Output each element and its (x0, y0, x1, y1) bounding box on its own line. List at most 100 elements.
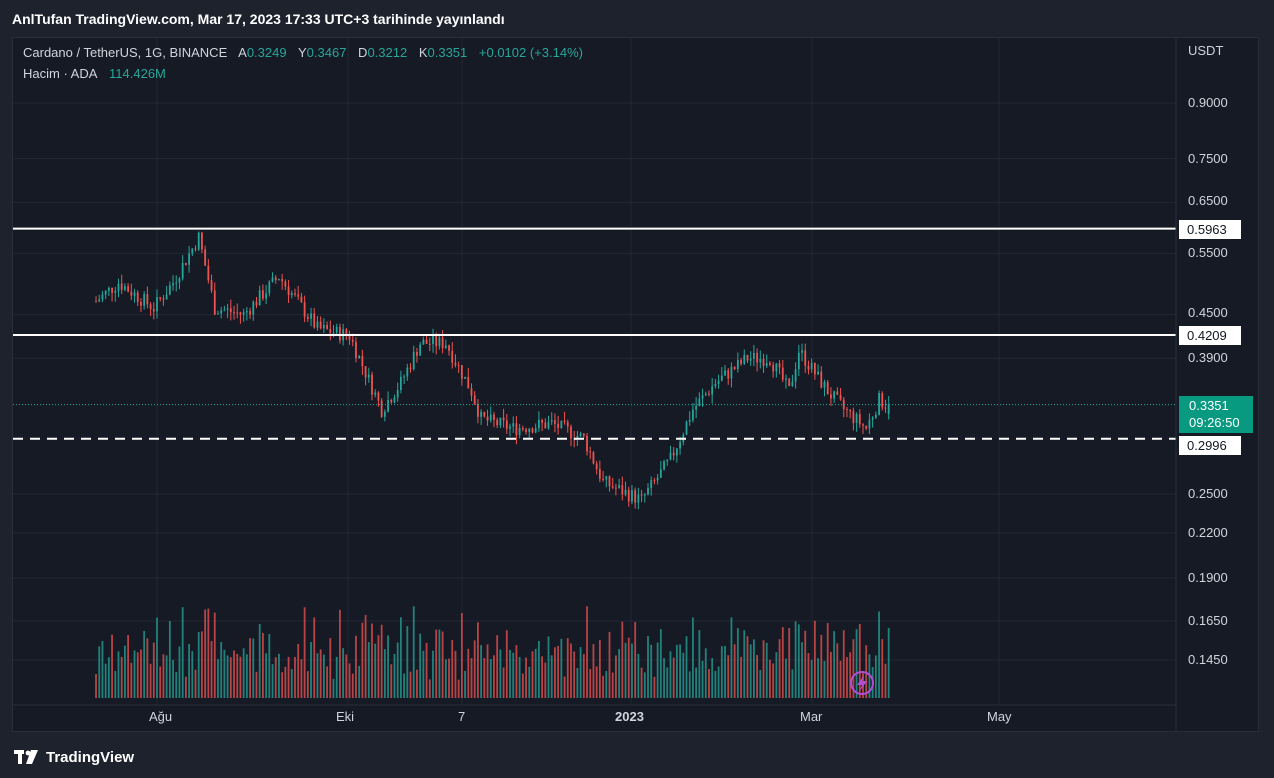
candle (143, 291, 146, 310)
volume-label[interactable]: Hacim · ADA (23, 66, 98, 81)
candle-body (839, 394, 842, 400)
price-tick-label: 0.7500 (1188, 151, 1228, 166)
candle-body (846, 409, 848, 411)
candle-body (582, 433, 585, 436)
volume-bar (576, 667, 579, 698)
volume-bar (531, 651, 534, 698)
volume-bar (140, 649, 142, 698)
volume-bar (830, 651, 832, 698)
lightning-icon[interactable] (850, 671, 874, 695)
candle-body (647, 488, 649, 495)
volume-bar (130, 662, 133, 698)
candle (823, 379, 826, 397)
last-price-tag: 0.3351 09:26:50 (1179, 396, 1253, 433)
candle (881, 391, 884, 411)
candle (502, 408, 505, 428)
candle (820, 366, 823, 389)
volume-bar (550, 655, 553, 698)
candles (95, 231, 890, 510)
volume-bar (284, 666, 287, 698)
price-tick-label: 0.2200 (1188, 525, 1228, 540)
price-tick-label: 0.4500 (1188, 305, 1228, 320)
volume-bar (765, 642, 768, 698)
candle (300, 292, 303, 303)
candle (675, 448, 678, 463)
candle (473, 391, 476, 406)
candle (512, 416, 515, 433)
candle-body (778, 363, 781, 368)
candle-body (830, 394, 832, 399)
volume-bar (643, 672, 646, 698)
volume-bar (502, 667, 505, 698)
volume-bar (194, 669, 197, 698)
candle (525, 427, 527, 435)
candle-body (801, 350, 803, 353)
volume-bar (300, 659, 303, 698)
candle (759, 350, 762, 369)
candle (184, 262, 187, 266)
candle-body (531, 428, 534, 433)
volume-bar (647, 636, 649, 698)
volume-bar (801, 642, 803, 698)
volume-bar (294, 656, 296, 698)
candle-body (393, 397, 396, 403)
candle (711, 378, 714, 404)
candle-body (438, 337, 441, 347)
volume-bar (367, 642, 370, 698)
candle (541, 418, 543, 432)
candle-body (233, 312, 235, 314)
volume-bar (441, 631, 444, 698)
candle-body (213, 290, 216, 315)
candle (159, 296, 162, 302)
chart-frame[interactable] (12, 37, 1259, 732)
price-tick-label: 0.6500 (1188, 193, 1228, 208)
candle-body (797, 352, 800, 370)
candle (409, 363, 412, 373)
candle (878, 390, 880, 416)
volume-bar (197, 632, 200, 698)
candle (836, 387, 839, 395)
volume-bar (688, 671, 691, 698)
volume-bar (236, 653, 239, 698)
volume-bar (477, 622, 479, 698)
candle-body (245, 311, 248, 313)
volume-bar (846, 657, 848, 698)
volume-bar (107, 657, 110, 698)
candle-body (820, 371, 823, 388)
symbol-label[interactable]: Cardano / TetherUS, 1G, BINANCE (23, 45, 228, 60)
volume-bar (262, 632, 264, 698)
candle (679, 436, 681, 455)
candle (236, 303, 239, 319)
candle-body (852, 411, 855, 424)
tradingview-logo[interactable]: TradingView (14, 746, 134, 768)
candle-body (566, 422, 569, 427)
candle-body (586, 435, 588, 452)
candle-body (172, 283, 174, 286)
candle (274, 275, 277, 284)
candle-body (608, 476, 611, 487)
candle-body (236, 312, 239, 314)
volume-bar (377, 635, 380, 698)
candle-body (242, 312, 245, 315)
volume-bar (521, 673, 524, 698)
candle-body (419, 344, 422, 356)
candle-body (168, 285, 171, 295)
candle (862, 423, 864, 434)
candle (432, 328, 434, 353)
candle (871, 416, 874, 428)
candle (204, 245, 207, 266)
volume-bar (188, 643, 190, 698)
volume-bars (95, 606, 890, 698)
candle (197, 231, 200, 252)
candle (107, 286, 110, 296)
high-label: Y (297, 45, 307, 60)
candle-body (505, 420, 508, 429)
volume-bar (560, 638, 563, 698)
candle (765, 354, 768, 369)
candle-body (486, 416, 489, 421)
candle-body (541, 419, 543, 423)
volume-bar (399, 617, 402, 698)
candle (194, 245, 197, 252)
candle-body (489, 414, 492, 421)
